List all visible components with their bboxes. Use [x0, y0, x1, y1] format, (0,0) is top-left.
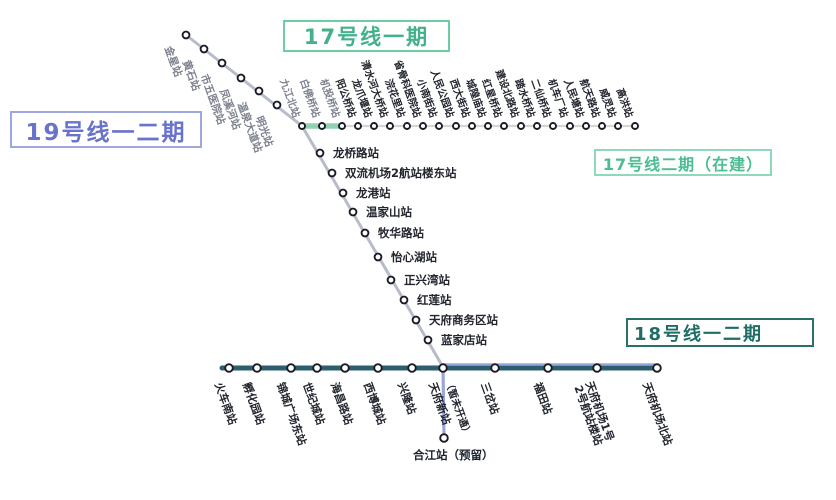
station-dot [614, 122, 622, 130]
station-label: 火车南站 [211, 380, 240, 427]
station-dot [199, 44, 209, 54]
station-label: 孵化园站 [239, 380, 268, 427]
station-dot [592, 363, 602, 373]
legend-line18-phase1-2: 18号线一二期 [626, 318, 814, 347]
station-label: 三岔站 [477, 380, 502, 417]
station-label: 怡心湖站 [391, 250, 437, 264]
station-dot [543, 363, 553, 373]
station-dot [236, 73, 246, 83]
station-label: 牧华路站 [378, 226, 424, 240]
station-label: 天府机场1号2号航站楼站 [571, 379, 617, 448]
station-dot [439, 433, 449, 443]
station-dot [517, 122, 525, 130]
station-dot [533, 122, 541, 130]
station-dot [370, 122, 378, 130]
station-label: 温家山站 [366, 205, 412, 219]
station-dot [403, 122, 411, 130]
station-label: 世纪城站 [299, 380, 328, 427]
station-dot [315, 148, 325, 158]
station-dot [549, 122, 557, 130]
station-dot [340, 363, 350, 373]
station-dot [423, 335, 433, 345]
station-dot [582, 122, 590, 130]
station-dot [500, 122, 508, 130]
station-label: 福田站 [530, 380, 555, 417]
station-label: 天府商务区站 [429, 313, 498, 327]
reserved-station-label: 合江站（预留） [413, 448, 494, 462]
station-dot [181, 30, 191, 40]
station-dot [468, 122, 476, 130]
station-dot [386, 122, 394, 130]
station-dot [327, 168, 337, 178]
station-dot [598, 122, 606, 130]
station-dot [272, 100, 282, 110]
station-label: 海昌路站 [327, 380, 356, 427]
station-dot [386, 275, 396, 285]
station-dot [484, 122, 492, 130]
station-label: 兴隆站 [394, 380, 419, 417]
station-label: 双流机场2航站楼东站 [345, 166, 457, 180]
legend-line17-phase2-under-construction: 17号线二期（在建） [594, 149, 772, 176]
station-dot [399, 295, 409, 305]
station-dot [373, 363, 383, 373]
station-label: 天府机场北站 [639, 380, 675, 448]
legend-line19-phase1-2: 19号线一二期 [10, 111, 202, 148]
station-dot [312, 363, 322, 373]
station-dot [348, 207, 358, 217]
station-dot [411, 315, 421, 325]
rail [441, 365, 446, 439]
station-dot [338, 122, 346, 130]
legend-line17-phase1: 17号线一期 [283, 20, 450, 52]
station-dot [360, 228, 370, 238]
station-dot [373, 252, 383, 262]
station-dot [354, 122, 362, 130]
station-dot [490, 363, 500, 373]
station-label: 蓝家店站 [441, 333, 487, 347]
station-label: 龙港站 [356, 186, 391, 200]
station-dot [286, 363, 296, 373]
station-dot [631, 122, 639, 130]
station-label: 红莲站 [417, 293, 452, 307]
station-dot [224, 363, 234, 373]
station-dot [438, 363, 448, 373]
station-dot [252, 363, 262, 373]
station-dot [652, 363, 662, 373]
station-label: 龙桥路站 [333, 146, 379, 160]
station-dot [338, 188, 348, 198]
station-dot [566, 122, 574, 130]
station-dot [452, 122, 460, 130]
station-label: 正兴湾站 [404, 273, 450, 287]
station-dot [318, 122, 326, 130]
station-dot [217, 58, 227, 68]
station-label: 西博城站 [360, 380, 389, 427]
station-dot [254, 86, 264, 96]
station-dot [435, 122, 443, 130]
station-dot [298, 122, 306, 130]
station-dot [419, 122, 427, 130]
station-dot [407, 363, 417, 373]
